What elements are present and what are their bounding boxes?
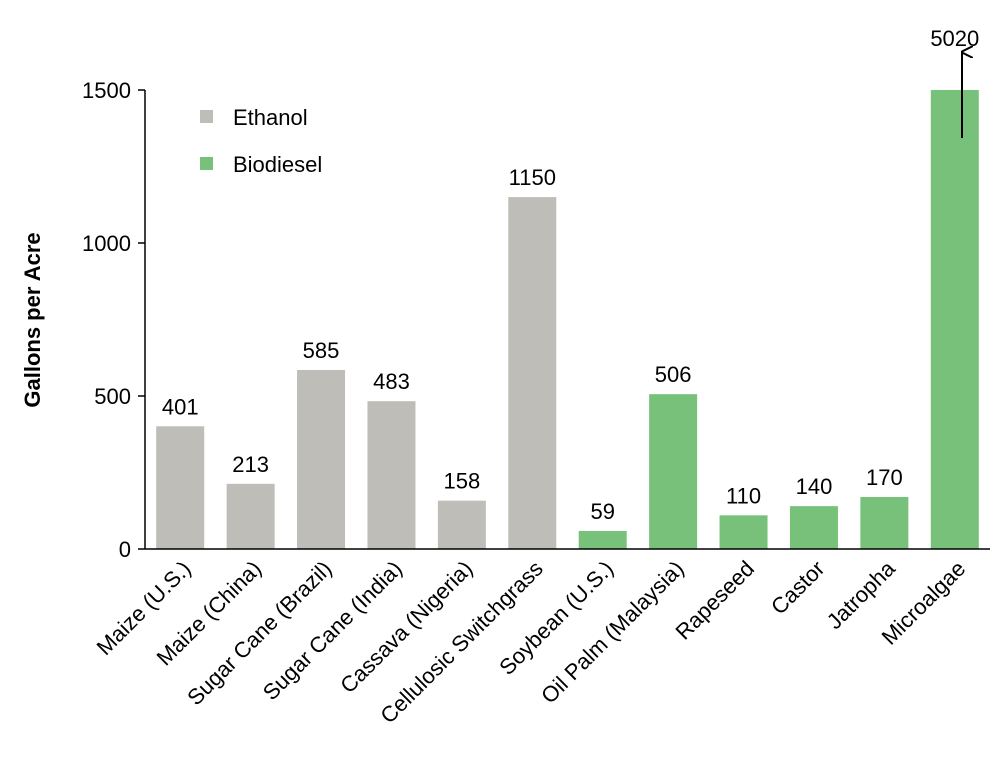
data-label: 585 <box>303 338 340 363</box>
y-axis-label: Gallons per Acre <box>20 232 45 407</box>
data-label: 483 <box>373 369 410 394</box>
bar <box>930 90 979 549</box>
y-tick-label: 0 <box>119 537 131 562</box>
bar <box>719 515 768 549</box>
data-label: 170 <box>866 465 903 490</box>
y-tick-label: 1000 <box>82 231 131 256</box>
bar <box>156 426 205 549</box>
legend-swatch <box>200 157 213 170</box>
bar <box>508 197 557 549</box>
x-tick-label: Castor <box>766 556 829 619</box>
bar <box>789 506 838 549</box>
legend-swatch <box>200 110 213 123</box>
bar <box>578 530 627 549</box>
y-tick-label: 500 <box>94 384 131 409</box>
data-label: 1150 <box>509 165 556 190</box>
data-label: 213 <box>232 452 269 477</box>
data-label: 506 <box>655 362 692 387</box>
legend-label: Biodiesel <box>233 152 322 177</box>
bar <box>437 500 486 549</box>
data-label: 401 <box>162 394 199 419</box>
data-label: 59 <box>590 499 614 524</box>
data-label: 110 <box>726 483 761 508</box>
legend-label: Ethanol <box>233 105 308 130</box>
data-label: 140 <box>796 474 833 499</box>
x-tick-label: Cassava (Nigeria) <box>335 556 477 698</box>
bar <box>860 496 909 549</box>
bar <box>367 401 416 549</box>
bar <box>649 394 698 549</box>
data-label: 5020 <box>930 26 979 51</box>
bar <box>297 369 346 549</box>
bar <box>226 483 275 549</box>
plot-area <box>156 90 979 549</box>
y-tick-label: 1500 <box>82 78 131 103</box>
data-label: 158 <box>444 469 481 494</box>
